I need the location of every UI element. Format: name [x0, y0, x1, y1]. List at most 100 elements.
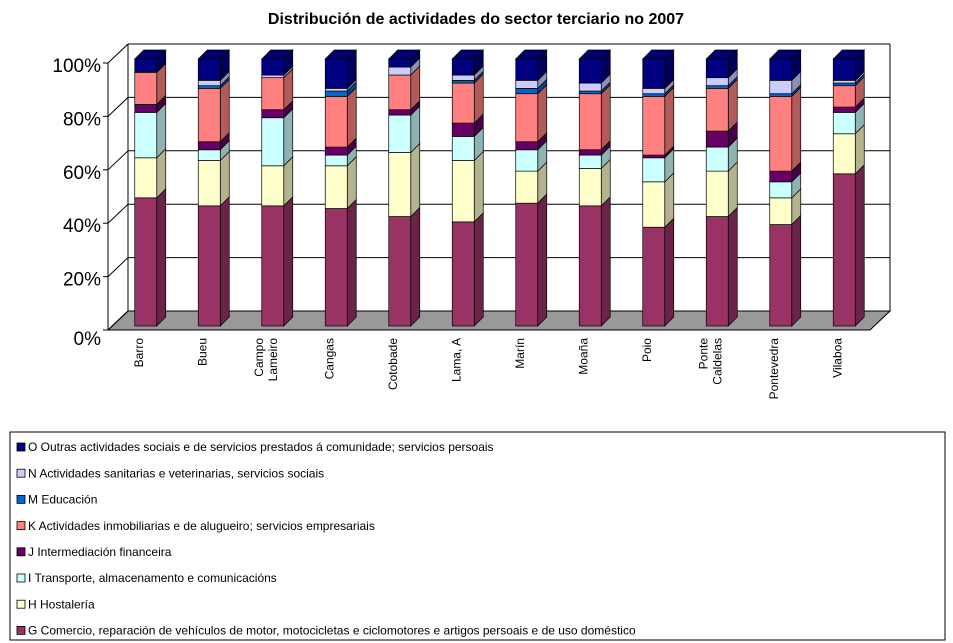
bar [451, 74, 475, 81]
x-tick-label: CampoLameiro [252, 338, 280, 382]
bar-side [664, 171, 675, 229]
bar [388, 66, 412, 76]
bar [451, 80, 475, 84]
bar [134, 157, 158, 199]
y-tick-label: 60% [63, 163, 101, 184]
bar [578, 205, 602, 327]
bar [832, 80, 856, 84]
bar [832, 133, 856, 175]
bar [578, 90, 602, 95]
bar-side [410, 142, 421, 218]
bar [388, 109, 412, 116]
bar-top [514, 49, 548, 60]
bar [769, 197, 793, 225]
bar-top [768, 49, 802, 60]
bar [451, 160, 475, 223]
grid-line-side [107, 43, 129, 64]
grid-line-side [107, 150, 129, 171]
bar-side [283, 107, 294, 167]
legend-swatch [16, 573, 26, 583]
bar [642, 154, 666, 159]
legend-swatch [16, 521, 26, 530]
bar [197, 58, 221, 81]
bar-top [197, 49, 231, 60]
bar [515, 58, 539, 81]
y-tick-label: 100% [52, 56, 101, 77]
bar [388, 216, 412, 327]
legend-swatch [16, 547, 26, 557]
bar [578, 93, 602, 151]
bar-top [260, 49, 294, 60]
bar [515, 93, 539, 143]
bar [324, 154, 348, 167]
bar-top [705, 49, 739, 60]
bar-top [578, 49, 612, 60]
bar [642, 226, 666, 327]
bar [261, 58, 285, 76]
x-tick-label: Bueu [195, 338, 209, 366]
bar [705, 146, 729, 172]
bar [324, 58, 348, 89]
bar-side [346, 198, 357, 327]
legend-swatch [16, 468, 26, 478]
bar-side [473, 212, 484, 327]
bar [451, 136, 475, 161]
legend-label: K Actividades inmobiliarias e de aluguei… [28, 519, 375, 533]
bar-side [664, 86, 675, 156]
bar-side [346, 86, 357, 148]
bar-side [473, 150, 484, 223]
x-tick-label: Lama, A [449, 338, 463, 382]
bar-side [219, 78, 230, 143]
bar-side [600, 196, 611, 327]
bar-side [410, 206, 421, 327]
bar [197, 88, 221, 143]
bar-side [664, 217, 675, 327]
bar [388, 74, 412, 111]
bar [642, 181, 666, 228]
legend-label: M Educación [28, 493, 97, 507]
legend-swatch [16, 626, 26, 635]
bar [705, 88, 729, 132]
bar [769, 181, 793, 199]
grid-line-side [107, 310, 129, 331]
grid-line-side [107, 203, 129, 224]
bar-top [324, 49, 358, 60]
bar-side [219, 150, 230, 207]
bar [388, 152, 412, 217]
bar [642, 157, 666, 183]
legend-label: J Intermediación financeira [28, 545, 172, 559]
bar [388, 114, 412, 153]
bar [642, 88, 666, 95]
legend-swatch [16, 494, 26, 504]
bar-side [727, 161, 738, 218]
bar-side [791, 86, 802, 172]
bar [261, 165, 285, 207]
chart-title: Distribución de actividades do sector te… [268, 11, 684, 28]
x-tick-label: Cotobade [386, 338, 400, 390]
bar [769, 93, 793, 97]
bar-side [537, 193, 548, 327]
bar [324, 88, 348, 92]
legend-label: N Actividades sanitarias e veterinarias,… [28, 466, 324, 480]
bar [261, 109, 285, 119]
bar [451, 122, 475, 137]
legend-swatch [16, 442, 26, 452]
legend-swatch [16, 599, 26, 609]
grid-line-side [107, 257, 129, 277]
bar [705, 170, 729, 217]
bar [197, 205, 221, 327]
bar [642, 58, 666, 89]
bar [388, 58, 412, 68]
bar [769, 96, 793, 172]
bar [832, 82, 856, 87]
bar [578, 149, 602, 156]
bar [197, 80, 221, 87]
bar [705, 216, 729, 327]
bar-side [219, 196, 230, 327]
grid-line-side [107, 97, 129, 117]
bar [451, 221, 475, 327]
bar-side [727, 206, 738, 327]
bar-side [156, 187, 167, 327]
bar [324, 165, 348, 209]
